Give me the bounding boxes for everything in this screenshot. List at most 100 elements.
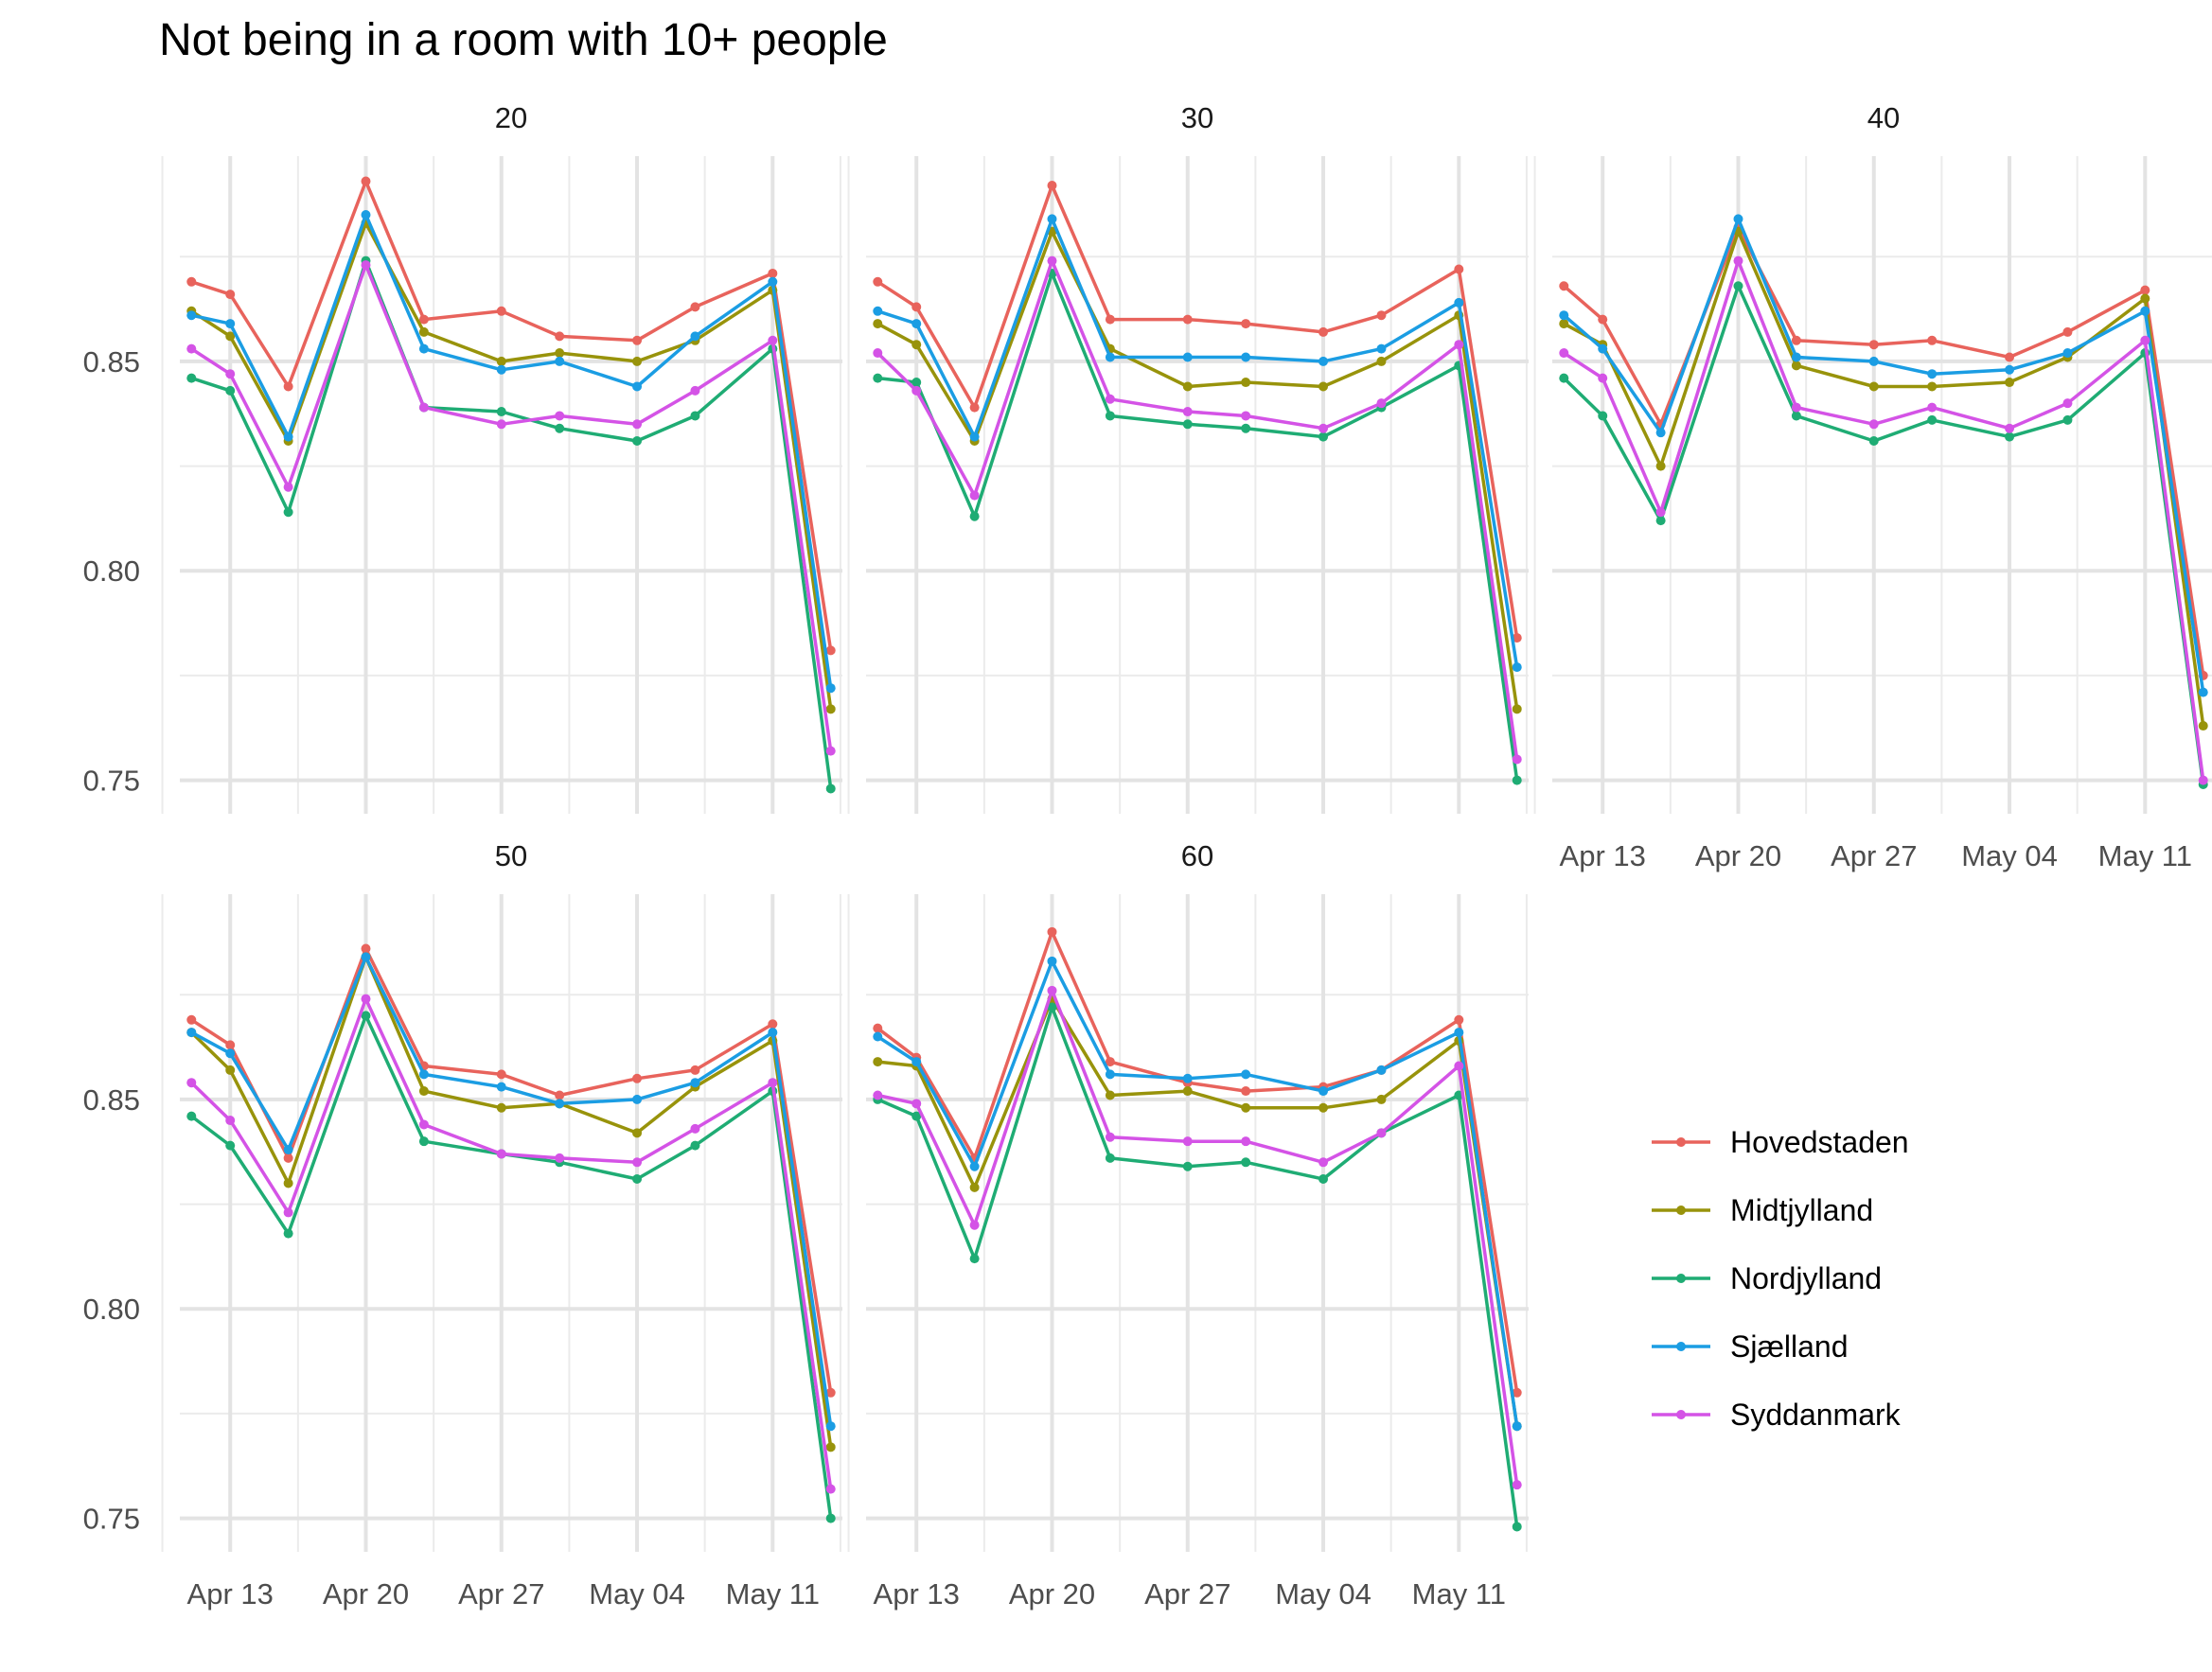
data-point <box>1376 398 1387 409</box>
data-point <box>1512 704 1522 714</box>
data-point <box>361 209 371 220</box>
x-tick-label: May 11 <box>2098 839 2192 872</box>
y-tick-label: 0.80 <box>83 1293 140 1326</box>
data-point <box>690 411 700 421</box>
data-point <box>1791 402 1801 413</box>
data-point <box>825 746 836 756</box>
series-sjælland <box>1559 214 2208 697</box>
data-point <box>1105 1153 1115 1163</box>
series-line <box>1563 217 2205 693</box>
data-point <box>1318 381 1329 392</box>
data-point <box>1559 348 1569 359</box>
legend-label: Syddanmark <box>1730 1398 1902 1432</box>
data-point <box>1868 340 1879 350</box>
data-point <box>186 343 197 354</box>
data-point <box>873 348 883 359</box>
series-line <box>876 989 1519 1486</box>
data-point <box>2140 285 2150 295</box>
data-point <box>873 373 883 383</box>
data-point <box>632 1094 643 1104</box>
data-point <box>1376 310 1387 321</box>
panel-20: 20 0.75 0.80 0.85 <box>83 101 842 814</box>
data-point <box>1868 381 1879 392</box>
data-point <box>1105 394 1115 404</box>
data-point <box>632 356 643 366</box>
data-point <box>1241 1086 1251 1097</box>
data-point <box>768 268 778 278</box>
facet-label: 60 <box>1181 839 1213 872</box>
data-point <box>1598 373 1608 383</box>
data-point <box>1241 1102 1251 1113</box>
data-point <box>1376 1094 1387 1104</box>
data-point <box>1512 1387 1522 1398</box>
data-point <box>2198 775 2208 785</box>
data-point <box>1559 319 1569 329</box>
x-tick-label: Apr 20 <box>1009 1577 1095 1610</box>
data-point <box>496 306 506 316</box>
series-line <box>877 996 1519 1427</box>
legend-item-hovedstaden: Hovedstaden <box>1652 1125 1909 1159</box>
legend-item-midtjylland: Midtjylland <box>1652 1193 1873 1227</box>
data-point <box>911 385 922 396</box>
x-tick-label: Apr 13 <box>1560 839 1646 872</box>
data-point <box>1105 1090 1115 1100</box>
data-point <box>1182 1136 1193 1147</box>
legend-item-nordjylland: Nordjylland <box>1652 1261 1882 1295</box>
series-midtjylland <box>1559 226 2208 731</box>
legend-label: Midtjylland <box>1730 1193 1873 1227</box>
data-point <box>225 1065 236 1075</box>
legend-item-syddanmark: Syddanmark <box>1652 1398 1902 1432</box>
data-point <box>825 1387 836 1398</box>
data-point <box>1655 461 1666 471</box>
data-point <box>632 1128 643 1138</box>
series-syddanmark <box>873 985 1522 1490</box>
data-point <box>1655 428 1666 438</box>
data-point <box>1376 1065 1387 1075</box>
data-point <box>1791 361 1801 371</box>
data-point <box>418 314 429 325</box>
legend: Hovedstaden Midtjylland Nordjylland Sjællan… <box>1652 1125 1909 1432</box>
data-point <box>555 348 565 359</box>
data-point <box>1047 926 1057 937</box>
data-point <box>690 1140 700 1151</box>
data-point <box>1182 1161 1193 1171</box>
data-point <box>873 1090 883 1100</box>
series-sjælland <box>186 209 836 694</box>
data-point <box>825 704 836 714</box>
data-point <box>1512 775 1522 785</box>
data-point <box>1318 1086 1329 1097</box>
data-point <box>825 645 836 656</box>
data-point <box>873 1023 883 1033</box>
data-point <box>555 423 565 433</box>
data-point <box>361 176 371 186</box>
data-point <box>283 507 293 518</box>
legend-key-point <box>1676 1206 1686 1215</box>
series-nordjylland <box>186 255 836 794</box>
x-tick-label: Apr 27 <box>1831 839 1917 872</box>
data-point <box>825 1442 836 1452</box>
data-point <box>186 276 197 287</box>
data-point <box>496 364 506 375</box>
data-point <box>632 1073 643 1083</box>
data-point <box>825 1484 836 1494</box>
data-point <box>1376 356 1387 366</box>
data-point <box>873 276 883 287</box>
data-point <box>632 1174 643 1185</box>
series-nordjylland <box>873 268 1522 785</box>
data-point <box>1598 314 1608 325</box>
data-point <box>911 1099 922 1109</box>
panel-30: 30 <box>847 101 1529 814</box>
data-point <box>283 1153 293 1163</box>
facet-label: 50 <box>495 839 527 872</box>
data-point <box>768 276 778 287</box>
data-point <box>1454 1028 1464 1038</box>
x-tick-label: Apr 20 <box>1695 839 1781 872</box>
series-hovedstaden <box>873 180 1522 643</box>
data-point <box>1376 1128 1387 1138</box>
data-point <box>225 290 236 300</box>
data-point <box>2062 398 2073 409</box>
data-point <box>690 385 700 396</box>
series-syddanmark <box>186 994 836 1494</box>
data-point <box>225 369 236 379</box>
data-point <box>283 482 293 492</box>
